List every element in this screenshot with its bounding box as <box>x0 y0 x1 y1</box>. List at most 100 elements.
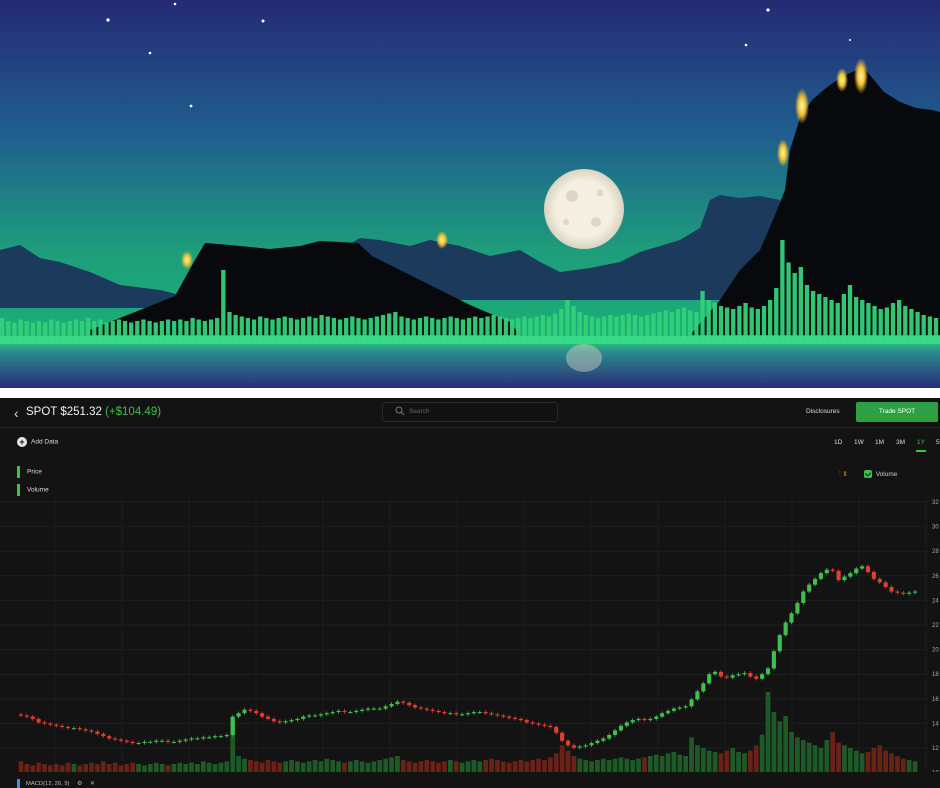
candle-body <box>18 714 23 716</box>
volume-bar <box>759 734 765 772</box>
candle-body <box>454 713 459 715</box>
y-tick-label: 26 <box>932 574 939 580</box>
skyline-bar <box>79 321 85 340</box>
skyline-bar <box>645 315 650 340</box>
candle-body <box>883 582 888 587</box>
tab-1y[interactable]: 1Y <box>916 439 926 452</box>
add-data-button[interactable]: + Add Data <box>17 437 58 447</box>
volume-bar <box>236 756 241 772</box>
legend-swatch <box>17 484 20 496</box>
candle-body <box>760 674 765 679</box>
volume-bar <box>400 760 406 772</box>
candle-body <box>265 716 271 719</box>
macd-swatch <box>17 779 20 788</box>
skyline-bar <box>202 321 208 340</box>
disclosures-link[interactable]: Disclosures <box>806 408 840 415</box>
volume-bar <box>606 760 612 772</box>
skyline-bar <box>319 315 324 340</box>
skyline-bar <box>731 309 736 340</box>
candle-body <box>348 712 353 714</box>
volume-bar <box>277 762 283 772</box>
skyline-bar <box>417 318 423 340</box>
skyline-bar <box>780 240 785 340</box>
volume-bar <box>89 762 94 772</box>
volume-bar <box>695 745 700 772</box>
candle-body <box>560 732 565 741</box>
volume-bar <box>324 758 330 772</box>
plus-circle-icon: + <box>17 437 27 447</box>
volume-bar <box>424 760 430 772</box>
macd-label: MACD(12, 26, 9) <box>26 781 70 788</box>
candle-body <box>807 584 812 592</box>
candle-body <box>683 706 688 708</box>
volume-bar <box>624 758 630 772</box>
skyline-bar <box>602 316 607 340</box>
skyline-bar <box>393 312 398 340</box>
candle-body <box>595 740 600 744</box>
skyline-bar <box>18 319 23 340</box>
candle-body <box>154 740 159 742</box>
tab-1w[interactable]: 1W <box>854 439 864 446</box>
skyline-bar <box>651 313 656 340</box>
candle-body <box>901 592 906 594</box>
volume-bar <box>642 757 647 772</box>
volume-bar <box>165 765 171 772</box>
volume-bar <box>630 760 636 772</box>
candle-body <box>654 716 659 719</box>
volume-bar <box>542 760 547 772</box>
candle-body <box>477 712 482 714</box>
skyline-bar <box>294 319 300 340</box>
candle-body <box>224 735 229 737</box>
candle-body <box>248 709 253 711</box>
volume-bar <box>618 757 624 772</box>
candle-body <box>624 722 629 726</box>
volume-bar <box>230 718 236 772</box>
skyline-bar <box>423 316 429 340</box>
candlesticks <box>18 564 918 750</box>
volume-bar <box>136 764 141 772</box>
candle-body <box>218 736 223 738</box>
candle-body <box>707 674 712 684</box>
skyline-bar <box>884 307 890 340</box>
skyline-bar <box>534 316 539 340</box>
search-input[interactable]: Search <box>382 402 558 422</box>
legend-price[interactable]: Price <box>17 466 42 478</box>
tab-5y[interactable]: 5 <box>936 439 940 446</box>
legend-swatch <box>17 466 20 478</box>
skyline-bar <box>528 318 533 340</box>
candle-body <box>642 718 647 721</box>
chevron-left-icon[interactable]: ‹ <box>14 405 19 421</box>
volume-bar <box>559 745 565 772</box>
tab-3m[interactable]: 3M <box>896 439 906 446</box>
y-tick-label: 14 <box>932 721 939 727</box>
volume-bar <box>295 761 300 772</box>
candle-type-icon[interactable]: ⫶ ⇕ <box>839 471 848 478</box>
volume-bar <box>824 740 830 772</box>
volume-bar <box>212 764 218 772</box>
candle-body <box>630 720 635 723</box>
volume-bar <box>377 760 383 772</box>
volume-bar <box>253 761 259 772</box>
skyline-bar <box>307 316 312 340</box>
volume-bar <box>200 761 206 772</box>
legend-volume[interactable]: Volume <box>17 484 49 496</box>
trade-button[interactable]: Trade SPOT <box>856 402 938 422</box>
gear-icon[interactable]: ⚙ <box>77 781 83 788</box>
candle-body <box>501 715 506 717</box>
volume-checkbox[interactable] <box>863 470 872 479</box>
candle-body <box>30 716 35 719</box>
volume-bar <box>83 764 88 772</box>
volume-bar <box>683 756 688 772</box>
volume-toggle[interactable]: ⫶ ⇕ Volume <box>839 470 897 479</box>
price-chart[interactable]: 32 30 28 26 24 22 20 18 16 14 12 10 <box>0 496 940 772</box>
volume-bar <box>242 758 247 772</box>
macd-indicator[interactable]: MACD(12, 26, 9) ⚙ ✕ <box>17 779 95 788</box>
volume-bar <box>753 745 759 772</box>
skyline-bar <box>122 321 128 340</box>
skyline-bar <box>743 303 748 340</box>
close-icon[interactable]: ✕ <box>89 781 95 788</box>
volume-bar <box>800 740 806 772</box>
tab-1m[interactable]: 1M <box>875 439 885 446</box>
tab-1d[interactable]: 1D <box>834 439 843 446</box>
volume-bar <box>148 764 153 772</box>
